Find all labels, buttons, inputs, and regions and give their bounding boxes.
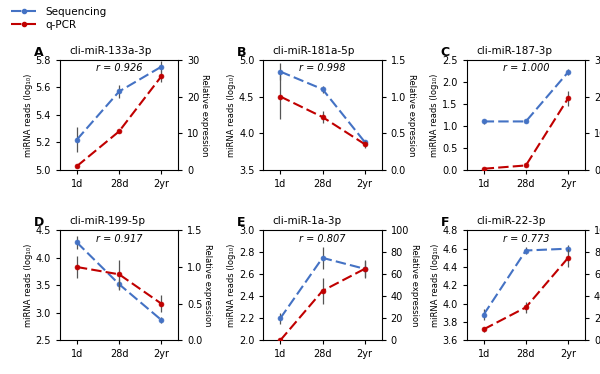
Y-axis label: Relative expression: Relative expression bbox=[200, 74, 209, 156]
Y-axis label: miRNA reads (log₁₀): miRNA reads (log₁₀) bbox=[431, 243, 440, 327]
Text: cli-miR-133a-3p: cli-miR-133a-3p bbox=[70, 46, 152, 56]
Text: r = 1.000: r = 1.000 bbox=[503, 63, 549, 73]
Text: cli-miR-181a-5p: cli-miR-181a-5p bbox=[273, 46, 355, 56]
Y-axis label: miRNA reads (log₁₀): miRNA reads (log₁₀) bbox=[23, 243, 32, 327]
Text: r = 0.807: r = 0.807 bbox=[299, 234, 346, 243]
Y-axis label: miRNA reads (log₁₀): miRNA reads (log₁₀) bbox=[430, 73, 439, 157]
Y-axis label: miRNA reads (log₁₀): miRNA reads (log₁₀) bbox=[227, 243, 236, 327]
Text: r = 0.773: r = 0.773 bbox=[503, 234, 549, 243]
Legend: Sequencing, q-PCR: Sequencing, q-PCR bbox=[11, 7, 107, 30]
Y-axis label: Relative expression: Relative expression bbox=[410, 244, 419, 327]
Text: F: F bbox=[441, 216, 449, 229]
Text: E: E bbox=[238, 216, 246, 229]
Text: cli-miR-187-3p: cli-miR-187-3p bbox=[476, 46, 552, 56]
Text: cli-miR-1a-3p: cli-miR-1a-3p bbox=[273, 216, 342, 226]
Text: D: D bbox=[34, 216, 44, 229]
Y-axis label: Relative expression: Relative expression bbox=[407, 74, 416, 156]
Y-axis label: Relative expression: Relative expression bbox=[203, 244, 212, 327]
Y-axis label: miRNA reads (log₁₀): miRNA reads (log₁₀) bbox=[23, 73, 32, 157]
Text: r = 0.926: r = 0.926 bbox=[96, 63, 142, 73]
Text: A: A bbox=[34, 46, 44, 59]
Text: C: C bbox=[441, 46, 450, 59]
Text: B: B bbox=[238, 46, 247, 59]
Text: r = 0.998: r = 0.998 bbox=[299, 63, 346, 73]
Y-axis label: miRNA reads (log₁₀): miRNA reads (log₁₀) bbox=[227, 73, 236, 157]
Text: cli-miR-22-3p: cli-miR-22-3p bbox=[476, 216, 545, 226]
Text: cli-miR-199-5p: cli-miR-199-5p bbox=[70, 216, 145, 226]
Text: r = 0.917: r = 0.917 bbox=[96, 234, 142, 243]
